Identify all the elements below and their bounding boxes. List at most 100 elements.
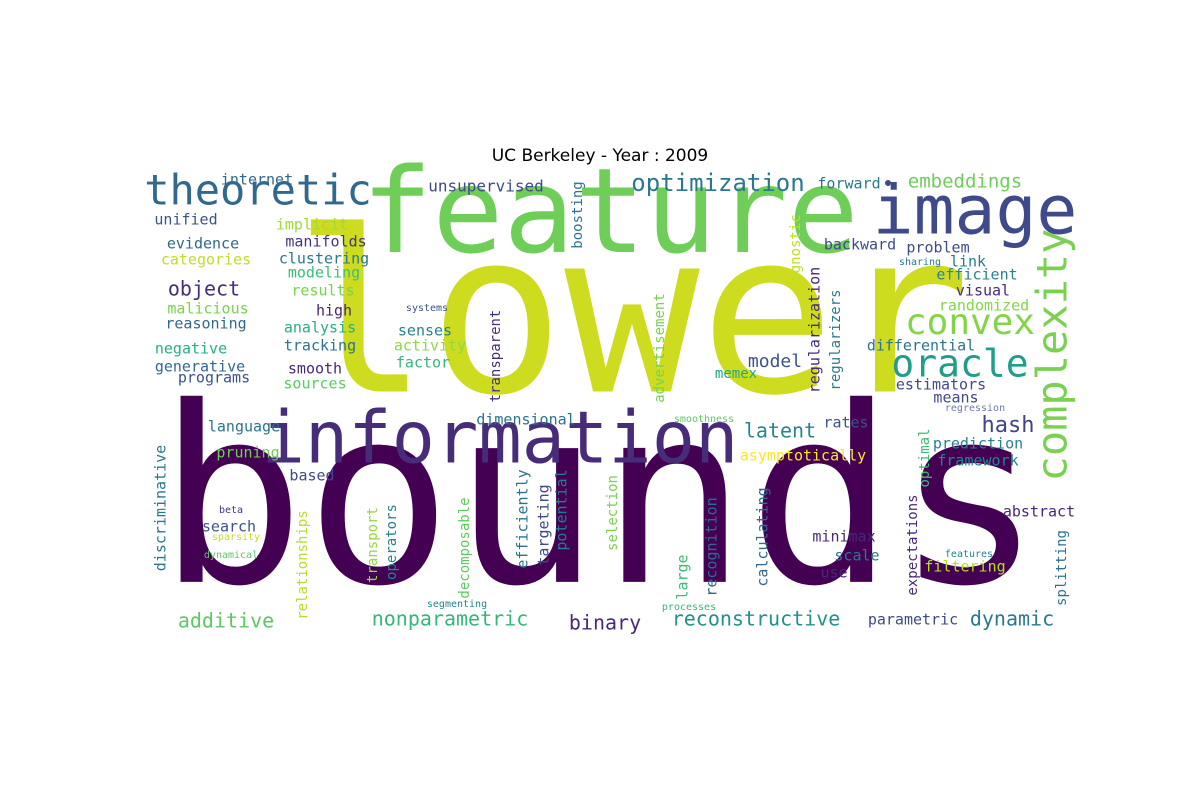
word-results: results bbox=[291, 282, 354, 300]
word-negative: negative bbox=[155, 340, 227, 358]
word-operators: operators bbox=[384, 504, 400, 580]
word-dimensional: dimensional bbox=[476, 411, 575, 429]
word-modeling: modeling bbox=[288, 264, 360, 282]
word-oracle: oracle bbox=[891, 342, 1028, 386]
word-object: object bbox=[168, 277, 240, 301]
word-sharing: sharing bbox=[899, 257, 941, 268]
word-potential: potential bbox=[553, 469, 571, 550]
word-optimization: optimization bbox=[631, 169, 804, 197]
word-image: image bbox=[873, 172, 1078, 251]
word-asymptotically: asymptotically bbox=[740, 447, 866, 465]
word-activity: activity bbox=[394, 337, 466, 355]
word-regularization: regularization bbox=[806, 267, 824, 393]
word-advertisement: advertisement bbox=[652, 293, 668, 403]
word-regularizers: regularizers bbox=[828, 289, 844, 390]
word-use: use bbox=[820, 564, 847, 582]
word-efficiently: efficiently bbox=[514, 469, 532, 568]
word-recognition: recognition bbox=[703, 497, 721, 596]
word-forward: forward bbox=[817, 175, 880, 193]
word-framework: framework bbox=[937, 452, 1018, 470]
word-language: language bbox=[208, 418, 280, 436]
word-processes: processes bbox=[662, 602, 716, 613]
word-agnostic: agnostic bbox=[788, 214, 804, 281]
word-unified: unified bbox=[154, 211, 217, 229]
word-based: based bbox=[289, 467, 334, 485]
word-segmenting: segmenting bbox=[427, 599, 487, 610]
word-dynamical: dynamical bbox=[204, 550, 258, 561]
word-smooth: smooth bbox=[288, 360, 342, 378]
word-parametric: parametric bbox=[868, 611, 958, 629]
word-boosting: boosting bbox=[570, 181, 586, 248]
word-categories: categories bbox=[161, 251, 251, 269]
word-relationships: relationships bbox=[295, 510, 311, 620]
word-theoretic: theoretic bbox=[144, 166, 372, 215]
word-clustering: clustering bbox=[279, 250, 369, 268]
word-embeddings: embeddings bbox=[908, 171, 1022, 193]
word-transparent: transparent bbox=[488, 310, 504, 403]
word-means: means bbox=[933, 389, 978, 407]
word-complexity: complexity bbox=[1028, 229, 1077, 482]
word-factor: factor bbox=[396, 354, 450, 372]
word-pruning: pruning bbox=[216, 444, 279, 462]
word-generative: generative bbox=[155, 358, 245, 376]
word-sources: sources bbox=[283, 375, 346, 393]
word-dynamic: dynamic bbox=[970, 607, 1054, 631]
word-bounds: bounds bbox=[157, 355, 1042, 640]
word-reconstructive: reconstructive bbox=[672, 607, 841, 631]
word-nonparametric: nonparametric bbox=[372, 607, 529, 631]
word-programs: programs bbox=[178, 369, 250, 387]
word-additive: additive bbox=[178, 609, 274, 633]
word-implicit: implicit bbox=[276, 216, 348, 234]
word-selection: selection bbox=[605, 475, 621, 551]
word-manifolds: manifolds bbox=[285, 233, 366, 251]
word-analysis: analysis bbox=[284, 319, 356, 337]
chart-title: UC Berkeley - Year : 2009 bbox=[491, 146, 709, 166]
word-malicious: malicious bbox=[167, 300, 248, 318]
word-senses: senses bbox=[398, 322, 452, 340]
word-optimal: optimal bbox=[917, 428, 933, 487]
word-beta: beta bbox=[219, 505, 243, 516]
word-binary: binary bbox=[569, 611, 641, 635]
word-features: features bbox=[945, 549, 993, 560]
word-high: high bbox=[316, 302, 352, 320]
word-discriminative: discriminative bbox=[152, 445, 170, 571]
word-unsupervised: unsupervised bbox=[428, 177, 544, 196]
word-feature: feature bbox=[361, 142, 858, 280]
word-link: link bbox=[950, 253, 986, 271]
word-model: model bbox=[748, 351, 802, 372]
word-efficient: efficient bbox=[936, 266, 1017, 284]
word-minimax: minimax bbox=[812, 528, 875, 546]
word-visual: visual bbox=[956, 282, 1010, 300]
word-abstract: abstract bbox=[1003, 503, 1075, 521]
word-filtering: filtering bbox=[924, 558, 1005, 576]
word-systems: systems bbox=[406, 303, 448, 314]
word-decomposable: decomposable bbox=[457, 497, 473, 598]
word-latent: latent bbox=[744, 419, 816, 443]
word-regression: regression bbox=[945, 403, 1005, 414]
word-smoothness: smoothness bbox=[674, 414, 734, 425]
word-tracking: tracking bbox=[284, 337, 356, 355]
word-targeting: targeting bbox=[535, 484, 553, 565]
word-splitting: splitting bbox=[1054, 530, 1070, 606]
word-large: large bbox=[674, 554, 692, 599]
word-sparsity: sparsity bbox=[212, 532, 260, 543]
word-transport: transport bbox=[365, 507, 381, 583]
word-internet: internet bbox=[221, 171, 293, 189]
word-reasoning: reasoning bbox=[165, 315, 246, 333]
word-hash: hash bbox=[982, 413, 1035, 438]
word-memex: memex bbox=[715, 366, 757, 382]
word-rates: rates bbox=[823, 414, 868, 432]
word-expectations: expectations bbox=[905, 494, 921, 595]
word-calculating: calculating bbox=[754, 487, 772, 586]
word-differential: differential bbox=[867, 337, 975, 355]
word-backward: backward bbox=[824, 236, 896, 254]
word-scale: scale bbox=[834, 547, 879, 565]
word-estimators: estimators bbox=[896, 376, 986, 394]
word-prediction: prediction bbox=[933, 435, 1023, 453]
word-randomized: randomized bbox=[939, 297, 1029, 315]
word-convex: convex bbox=[905, 302, 1035, 343]
word-problem: problem bbox=[906, 239, 969, 257]
word-information: information bbox=[262, 396, 739, 480]
word-dot bbox=[885, 180, 891, 186]
